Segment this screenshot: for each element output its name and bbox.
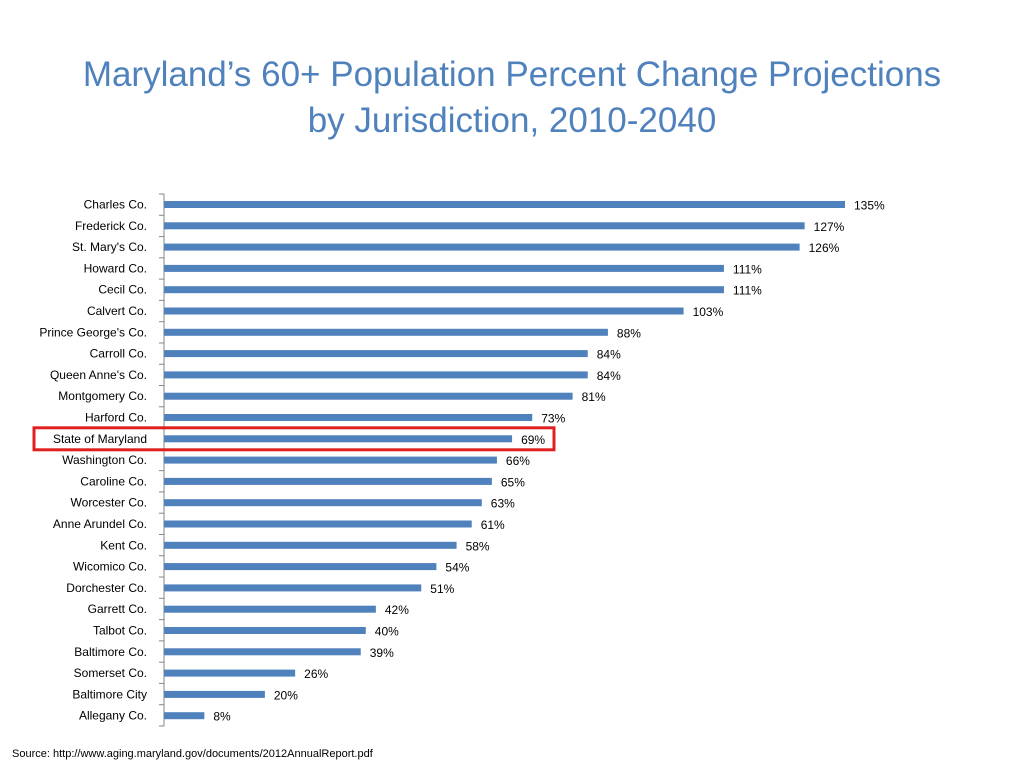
category-label-howard-co: Howard Co. — [84, 261, 147, 275]
value-label-washington-co: 66% — [506, 454, 530, 468]
category-label-calvert-co: Calvert Co. — [87, 304, 147, 318]
value-label-harford-co: 73% — [541, 412, 565, 426]
chart-title: Maryland’s 60+ Population Percent Change… — [40, 52, 984, 144]
value-label-worcester-co: 63% — [491, 497, 515, 511]
value-label-caroline-co: 65% — [501, 475, 525, 489]
bar-caroline-co — [164, 477, 492, 485]
category-label-washington-co: Washington Co. — [62, 453, 147, 467]
category-label-kent-co: Kent Co. — [100, 538, 147, 552]
bar-worcester-co — [164, 499, 482, 507]
category-label-cecil-co: Cecil Co. — [98, 283, 147, 297]
bar-state-of-maryland — [164, 435, 513, 443]
category-label-baltimore-city: Baltimore City — [72, 687, 147, 701]
category-label-talbot-co: Talbot Co. — [93, 624, 147, 638]
value-labels: 135% 127% 126% 111% 111% 103% 88% 84% 84% 81% 73% 6… — [213, 199, 885, 724]
bar-talbot-co — [164, 627, 366, 634]
bar-allegany-co — [164, 712, 205, 720]
category-label-state-of-maryland: State of Maryland — [53, 432, 147, 446]
value-label-talbot-co: 40% — [375, 625, 399, 639]
category-label-anne-arundel-co: Anne Arundel Co. — [53, 517, 147, 531]
bar-wicomico-co — [164, 563, 437, 571]
category-label-queen-anne-s-co: Queen Anne's Co. — [50, 368, 147, 382]
category-label-charles-co: Charles Co. — [84, 198, 147, 212]
category-label-garrett-co: Garrett Co. — [88, 602, 147, 616]
value-label-queen-anne-s-co: 84% — [597, 369, 621, 383]
category-label-somerset-co: Somerset Co. — [74, 666, 147, 680]
value-label-calvert-co: 103% — [693, 305, 724, 319]
category-label-worcester-co: Worcester Co. — [71, 496, 147, 510]
bar-howard-co — [164, 264, 724, 272]
category-labels: Charles Co. Frederick Co. St. Mary's Co. Ho… — [39, 198, 147, 723]
bar-calvert-co — [164, 307, 684, 315]
bar-montgomery-co — [164, 392, 573, 400]
category-label-caroline-co: Caroline Co. — [80, 474, 147, 488]
value-label-howard-co: 111% — [733, 262, 762, 276]
category-label-montgomery-co: Montgomery Co. — [58, 389, 147, 403]
category-label-carroll-co: Carroll Co. — [90, 347, 147, 361]
value-label-prince-george-s-co: 88% — [617, 326, 641, 340]
bar-harford-co — [164, 414, 533, 421]
value-label-baltimore-city: 20% — [274, 688, 298, 702]
state-of-maryland-highlight-box — [32, 426, 556, 452]
bar-charles-co — [164, 201, 845, 208]
bar-anne-arundel-co — [164, 520, 472, 528]
category-label-harford-co: Harford Co. — [85, 411, 147, 425]
value-label-allegany-co: 8% — [213, 710, 231, 724]
category-label-prince-george-s-co: Prince George's Co. — [39, 325, 147, 339]
value-label-anne-arundel-co: 61% — [481, 518, 505, 532]
category-label-st-mary-s-co: St. Mary's Co. — [72, 240, 147, 254]
value-label-montgomery-co: 81% — [582, 390, 606, 404]
value-label-garrett-co: 42% — [385, 603, 409, 617]
bar-baltimore-co — [164, 648, 361, 656]
category-label-wicomico-co: Wicomico Co. — [73, 560, 147, 574]
value-label-st-mary-s-co: 126% — [809, 241, 840, 255]
chart-title-line-1: Maryland’s 60+ Population Percent Change… — [82, 55, 942, 94]
bar-prince-george-s-co — [164, 328, 608, 336]
bar-somerset-co — [164, 669, 296, 677]
bars — [164, 201, 845, 720]
source-note: Source: http://www.aging.maryland.gov/do… — [12, 748, 373, 760]
value-label-baltimore-co: 39% — [370, 646, 394, 660]
chart-title-line-2: by Jurisdiction, 2010-2040 — [307, 101, 717, 140]
value-label-kent-co: 58% — [466, 539, 490, 553]
category-label-frederick-co: Frederick Co. — [75, 219, 147, 233]
bar-st-mary-s-co — [164, 243, 800, 251]
bar-washington-co — [164, 456, 497, 464]
value-label-charles-co: 135% — [854, 199, 885, 213]
bar-carroll-co — [164, 350, 588, 358]
value-label-cecil-co: 111% — [733, 284, 762, 298]
value-label-wicomico-co: 54% — [445, 561, 469, 575]
category-label-allegany-co: Allegany Co. — [79, 709, 147, 723]
value-label-dorchester-co: 51% — [430, 582, 454, 596]
bar-baltimore-city — [164, 690, 265, 698]
y-axis-ticks — [159, 193, 164, 727]
value-label-somerset-co: 26% — [304, 667, 328, 681]
bar-dorchester-co — [164, 584, 422, 592]
bar-cecil-co — [164, 286, 724, 294]
category-label-baltimore-co: Baltimore Co. — [74, 645, 147, 659]
category-label-dorchester-co: Dorchester Co. — [66, 581, 147, 595]
value-label-frederick-co: 127% — [814, 220, 845, 234]
bar-garrett-co — [164, 605, 376, 613]
value-label-state-of-maryland: 69% — [521, 433, 545, 447]
bar-kent-co — [164, 541, 457, 549]
bar-queen-anne-s-co — [164, 371, 588, 379]
value-label-carroll-co: 84% — [597, 348, 621, 362]
bar-frederick-co — [164, 222, 805, 230]
